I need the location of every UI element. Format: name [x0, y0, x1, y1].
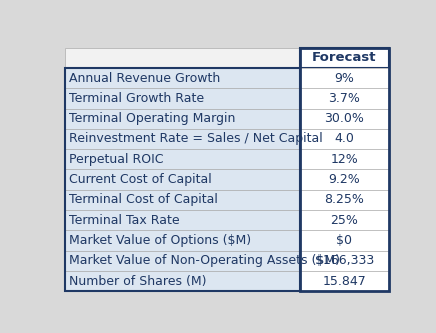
Text: 4.0: 4.0	[334, 133, 354, 146]
Bar	[65, 68, 300, 291]
Bar	[300, 271, 389, 291]
Bar	[300, 149, 389, 169]
Bar	[65, 149, 300, 169]
Text: 9.2%: 9.2%	[329, 173, 360, 186]
Bar	[65, 68, 300, 88]
Bar	[65, 251, 300, 271]
Bar	[300, 129, 389, 149]
Bar	[300, 68, 389, 88]
Bar	[65, 88, 300, 109]
Text: $166,333: $166,333	[315, 254, 374, 267]
Bar	[300, 230, 389, 251]
Text: Market Value of Options ($M): Market Value of Options ($M)	[69, 234, 251, 247]
Bar	[65, 230, 300, 251]
Bar	[65, 251, 300, 271]
Bar	[65, 271, 300, 291]
Text: $0: $0	[337, 234, 352, 247]
Text: 12%: 12%	[330, 153, 358, 166]
Bar	[65, 169, 300, 190]
Bar	[65, 129, 300, 149]
Text: Terminal Operating Margin: Terminal Operating Margin	[69, 112, 235, 125]
Bar	[300, 68, 389, 88]
Text: Terminal Cost of Capital: Terminal Cost of Capital	[69, 193, 218, 206]
Text: Terminal Tax Rate: Terminal Tax Rate	[69, 214, 179, 227]
Bar	[65, 190, 300, 210]
Text: 15.847: 15.847	[323, 275, 366, 288]
Text: Number of Shares (M): Number of Shares (M)	[69, 275, 206, 288]
Text: 3.7%: 3.7%	[328, 92, 361, 105]
Bar	[300, 230, 389, 251]
Bar	[65, 109, 300, 129]
Text: Reinvestment Rate = Sales / Net Capital: Reinvestment Rate = Sales / Net Capital	[69, 133, 323, 146]
Bar	[300, 109, 389, 129]
Bar	[65, 271, 300, 291]
Bar	[65, 210, 300, 230]
Text: Market Value of Non-Operating Assets ($M): Market Value of Non-Operating Assets ($M…	[69, 254, 340, 267]
Bar	[300, 109, 389, 129]
Bar	[65, 109, 300, 129]
Bar	[65, 68, 300, 88]
Text: Terminal Growth Rate: Terminal Growth Rate	[69, 92, 204, 105]
Bar	[300, 210, 389, 230]
Bar	[300, 169, 389, 190]
Bar	[300, 271, 389, 291]
Bar	[65, 230, 300, 251]
Bar	[300, 210, 389, 230]
Text: 25%: 25%	[330, 214, 358, 227]
Bar	[65, 88, 300, 109]
Bar	[65, 210, 300, 230]
Bar	[65, 129, 300, 149]
Bar	[300, 129, 389, 149]
Bar	[300, 190, 389, 210]
Bar	[65, 190, 300, 210]
Text: Forecast: Forecast	[312, 51, 377, 64]
Bar	[65, 169, 300, 190]
Bar	[65, 149, 300, 169]
Text: 30.0%: 30.0%	[324, 112, 364, 125]
Bar	[300, 48, 389, 291]
Text: 8.25%: 8.25%	[324, 193, 364, 206]
Text: Current Cost of Capital: Current Cost of Capital	[69, 173, 211, 186]
Text: Annual Revenue Growth: Annual Revenue Growth	[69, 72, 220, 85]
Bar	[300, 149, 389, 169]
Bar	[300, 48, 389, 68]
Bar	[300, 251, 389, 271]
Bar	[300, 88, 389, 109]
Bar	[65, 48, 300, 68]
Text: 9%: 9%	[334, 72, 354, 85]
Bar	[300, 169, 389, 190]
Bar	[300, 190, 389, 210]
Text: Perpetual ROIC: Perpetual ROIC	[69, 153, 163, 166]
Bar	[300, 48, 389, 68]
Bar	[65, 48, 300, 68]
Bar	[300, 251, 389, 271]
Bar	[300, 88, 389, 109]
